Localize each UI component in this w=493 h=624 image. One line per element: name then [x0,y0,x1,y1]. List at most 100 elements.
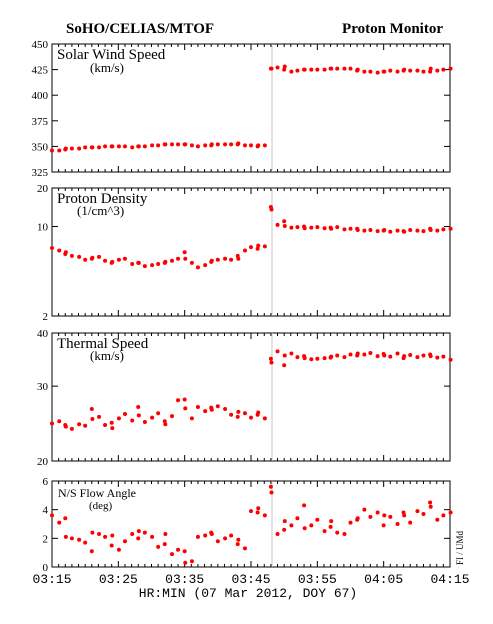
data-point [223,407,228,412]
data-point [382,227,387,232]
data-point [130,418,135,423]
data-point [50,513,54,518]
data-point [395,522,400,526]
data-point [69,146,74,151]
y-tick-label: 30 [37,381,49,393]
data-point [170,142,174,147]
data-point [382,353,387,358]
data-point [435,355,440,360]
data-point [315,356,320,361]
data-point [89,145,94,150]
data-point [235,542,240,547]
data-point [309,225,314,230]
x-tick-label: 03:35 [165,572,204,587]
data-point [415,228,420,233]
data-point [421,511,426,516]
data-point [289,523,294,528]
data-point [215,142,220,147]
data-point [329,519,334,524]
y-tick-label: 2 [43,311,49,323]
panel-solar-wind-speed: Solar Wind Speed (km/s) 450 425 400 375 350 3… [32,39,453,179]
data-point [63,534,68,539]
data-point [162,542,167,547]
data-point [435,517,440,522]
data-point [408,68,413,73]
data-point [408,353,413,358]
data-point [388,68,393,73]
data-point [83,145,88,150]
data-point [195,144,200,149]
data-point [441,354,446,359]
data-point [136,413,141,418]
panel-unit: (km/s) [90,348,124,363]
y-tick-label: 325 [32,167,49,179]
data-point [69,536,74,541]
data-point [236,537,241,542]
data-point [255,510,260,515]
data-point [50,148,54,153]
data-point [275,532,280,537]
data-point [375,354,380,359]
y-tick-label: 20 [37,456,49,468]
y-tick-label: 375 [32,116,49,128]
data-point [428,66,433,71]
data-point [309,357,314,362]
data-point [162,142,167,147]
data-point [170,414,174,419]
data-point [249,509,253,514]
data-point [355,517,360,522]
panel-ns-flow-angle: N/S Flow Angle (deg) 6 4 2 003:15 03:25 03:35… [32,476,469,587]
data-point [242,248,247,253]
data-point [103,534,108,539]
data-point [130,532,135,537]
data-point [375,229,380,234]
data-point [89,549,94,554]
data-point [97,145,102,150]
data-point [428,226,433,231]
data-point [203,263,208,268]
data-point [176,142,181,147]
data-point [109,144,114,149]
data-point [176,256,181,261]
data-point [348,520,353,525]
data-point [382,513,387,518]
data-point [189,416,194,421]
data-point [235,142,240,147]
data-point [183,406,188,411]
data-point [362,507,367,512]
data-point [282,219,287,224]
data-point [302,526,307,531]
panel-unit: (km/s) [90,60,124,75]
panel-title: N/S Flow Angle [58,486,136,500]
data-point [355,353,360,358]
data-point [362,228,367,233]
data-point [282,527,287,532]
data-point [322,226,327,231]
data-point [402,513,407,518]
data-point [262,416,267,421]
data-point [255,246,260,251]
data-point [408,520,413,525]
data-point [415,509,420,514]
data-point [322,67,327,72]
data-point [256,506,261,511]
y-tick-label: 0 [43,562,49,574]
data-point [103,258,108,263]
data-point [269,207,274,212]
data-point [428,500,433,505]
data-point [69,253,74,258]
y-tick-label: 10 [37,222,49,234]
data-point [335,66,340,71]
data-point [209,407,214,412]
data-point [322,356,327,361]
data-point [136,404,141,409]
data-point [63,516,68,521]
data-point [408,227,413,232]
data-point [395,228,400,233]
data-point [122,256,127,261]
x-tick-label: 04:05 [364,572,403,587]
x-axis-label: HR:MIN (07 Mar 2012, DOY 67) [139,586,357,601]
data-point [421,229,426,234]
data-point [176,547,181,552]
